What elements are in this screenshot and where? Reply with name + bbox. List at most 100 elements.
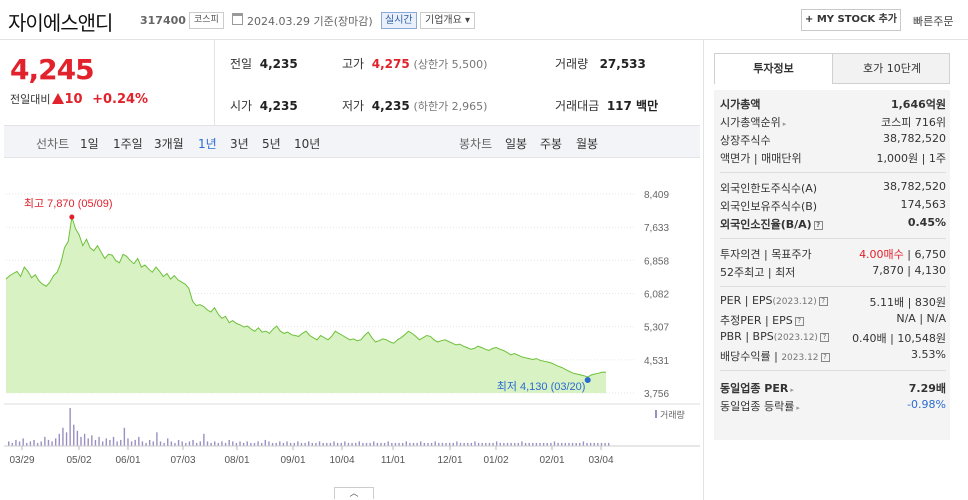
volume-bar: [514, 442, 516, 446]
volume-bar: [524, 442, 527, 446]
volume-bar: [29, 441, 32, 446]
volume-bar: [412, 442, 415, 446]
volume-bar: [120, 439, 122, 446]
x-tick-label: 01/02: [483, 455, 508, 466]
volume-bar: [181, 441, 183, 446]
volume-legend-swatch: [655, 410, 657, 418]
tab-1w[interactable]: 1주일: [113, 137, 143, 151]
tab-1d[interactable]: 1일: [80, 137, 99, 151]
volume-bar: [575, 442, 577, 446]
tab-weekly[interactable]: 주봉: [540, 137, 563, 151]
volume-bar: [152, 441, 154, 446]
x-tick-label: 06/01: [115, 455, 140, 466]
x-tick-label: 03/29: [9, 455, 34, 466]
help-icon[interactable]: ?: [820, 353, 830, 362]
candle-chart-label: 봉차트: [459, 137, 493, 151]
volume-bar: [253, 442, 256, 446]
volume-bar: [235, 442, 238, 446]
expand-chart-button[interactable]: ︿: [334, 487, 374, 499]
volume-bar: [456, 441, 458, 446]
volume-bar: [203, 433, 205, 446]
tab-orderbook[interactable]: 호가 10단계: [863, 62, 921, 75]
volume-bar: [340, 442, 342, 446]
volume-bar: [387, 441, 389, 446]
stock-code: 317400: [140, 14, 186, 27]
volume-bar: [593, 442, 595, 446]
volume-bar: [246, 441, 248, 446]
divider: [720, 238, 946, 239]
trade-amount: 거래대금 117 백만: [555, 99, 659, 113]
prev-close: 전일 4,235: [230, 57, 298, 71]
volume-bar: [44, 436, 46, 446]
tab-daily[interactable]: 일봉: [505, 137, 528, 151]
info-body: 시가총액 1,646억원 시가총액순위 ▸ 코스피 716위 상장주식수 38,782,…: [714, 90, 950, 440]
add-my-stock-button[interactable]: + MY STOCK 추가: [801, 9, 901, 31]
volume-bar: [557, 442, 559, 446]
tab-monthly[interactable]: 월봉: [576, 137, 599, 151]
tab-3m[interactable]: 3개월: [154, 137, 184, 151]
volume-bar: [347, 442, 350, 446]
tab-3y[interactable]: 3년: [230, 137, 249, 151]
volume-bar: [568, 442, 570, 446]
volume-bar: [206, 441, 209, 446]
volume-bar: [344, 441, 346, 446]
volume-bar: [430, 442, 433, 446]
volume-bar: [148, 439, 151, 446]
volume-bar: [293, 442, 295, 446]
x-tick-label: 12/01: [437, 455, 462, 466]
foreign-rate-row: 외국인소진율(B/A)? 0.45%: [720, 216, 946, 231]
volume-bar: [597, 442, 599, 446]
volume-bar: [185, 442, 187, 446]
volume-bar: [322, 442, 324, 446]
volume-bar: [452, 442, 454, 446]
volume-bar: [358, 441, 361, 446]
volume-bar: [383, 442, 386, 446]
help-icon[interactable]: ?: [819, 333, 829, 342]
volume-bar: [553, 441, 556, 446]
quick-order-button[interactable]: 빠른주문: [913, 15, 954, 28]
help-icon[interactable]: ?: [794, 317, 804, 326]
price-chart[interactable]: 8,409 7,633 6,858 6,082 5,307 4,531 3,756 최고 7,…: [4, 160, 700, 500]
volume-bar: [174, 442, 176, 446]
low-price: 저가 4,235 (하한가 2,965): [342, 99, 488, 113]
face-value-row: 액면가 | 매매단위 1,000원 | 1주: [720, 152, 946, 165]
volume-bar: [463, 442, 465, 446]
volume-bar: [109, 439, 111, 446]
volume-bar: [608, 442, 610, 446]
volume-bar: [510, 442, 512, 446]
volume-bar: [354, 442, 357, 446]
tab-10y[interactable]: 10년: [294, 137, 321, 151]
per-row: PER | EPS(2023.12)? 5.11배 | 830원: [720, 294, 946, 309]
shares-row: 상장주식수 38,782,520: [720, 132, 946, 147]
volume-bar: [438, 442, 440, 446]
tab-5y[interactable]: 5년: [262, 137, 281, 151]
help-icon[interactable]: ?: [818, 297, 828, 306]
tab-1y[interactable]: 1년: [198, 137, 217, 151]
tab-investment-info[interactable]: 투자정보: [715, 54, 833, 84]
volume-bar: [65, 432, 68, 446]
volume-bar: [22, 438, 24, 446]
volume-bar: [550, 442, 552, 446]
volume-bar: [329, 442, 332, 446]
volume-bar: [311, 442, 314, 446]
y-tick-label: 7,633: [644, 223, 669, 234]
volume-bar: [441, 442, 444, 446]
help-icon[interactable]: ?: [813, 221, 823, 230]
y-tick-label: 6,858: [644, 256, 669, 267]
volume-bar: [376, 442, 379, 446]
divider: [703, 40, 704, 500]
sector-per-row: 동일업종 PER ▸ 7.29배: [720, 382, 946, 395]
volume-bar: [134, 439, 136, 446]
realtime-badge[interactable]: 실시간: [381, 12, 417, 29]
est-per-row: 추정PER | EPS? N/A | N/A: [720, 312, 946, 327]
volume-bar: [271, 442, 274, 446]
x-tick-label: 03/04: [588, 455, 613, 466]
volume-bar: [264, 439, 267, 446]
volume-bar: [101, 441, 104, 446]
volume-bar: [94, 439, 97, 446]
x-tick-label: 11/01: [381, 455, 406, 466]
volume: 거래량 27,533: [555, 57, 646, 71]
volume-bar: [586, 442, 588, 446]
volume-bar: [416, 442, 418, 446]
company-info-button[interactable]: 기업개요 ▾: [420, 12, 476, 29]
